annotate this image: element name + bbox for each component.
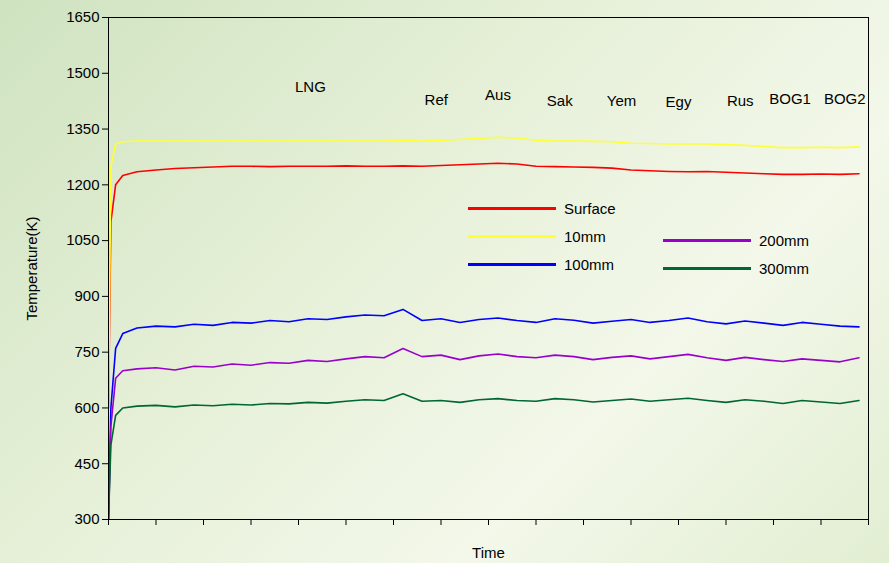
html-text:300mm: 300mm (759, 260, 809, 277)
svg-text:450: 450 (74, 455, 99, 472)
svg-text:Egy: Egy (666, 93, 692, 110)
html-text:200mm: 200mm (759, 232, 809, 249)
svg-text:1050: 1050 (66, 231, 99, 248)
html-text:Surface: Surface (564, 200, 616, 217)
svg-text:1500: 1500 (66, 64, 99, 81)
svg-text:BOG2: BOG2 (824, 90, 866, 107)
svg-text:Sak: Sak (547, 92, 573, 109)
svg-text:1650: 1650 (66, 8, 99, 25)
svg-text:Temperature(K): Temperature(K) (23, 216, 40, 320)
svg-text:1350: 1350 (66, 120, 99, 137)
svg-text:Ref: Ref (425, 91, 449, 108)
html-text:10mm: 10mm (564, 228, 606, 245)
svg-text:900: 900 (74, 287, 99, 304)
html-text:100mm: 100mm (564, 256, 614, 273)
svg-text:LNG: LNG (295, 78, 326, 95)
svg-text:BOG1: BOG1 (769, 90, 811, 107)
svg-text:600: 600 (74, 399, 99, 416)
svg-text:Yem: Yem (607, 92, 636, 109)
svg-text:Time: Time (472, 544, 505, 561)
svg-text:750: 750 (74, 343, 99, 360)
svg-text:300: 300 (74, 510, 99, 527)
svg-text:1200: 1200 (66, 176, 99, 193)
svg-text:Rus: Rus (727, 92, 754, 109)
svg-text:Aus: Aus (485, 86, 511, 103)
